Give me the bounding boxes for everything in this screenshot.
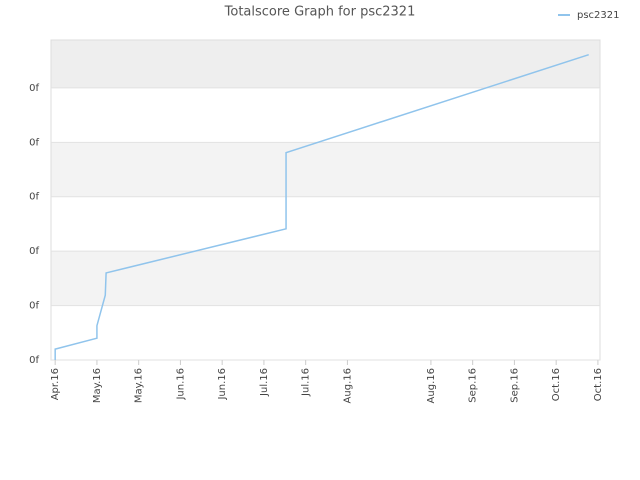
- x-tick-label: Apr.16: [50, 368, 61, 400]
- y-tick-label: 0f: [29, 192, 39, 203]
- x-tick-label: Jun.16: [175, 368, 186, 401]
- x-tick-label: May.16: [92, 368, 103, 403]
- x-tick-label: Oct.16: [551, 368, 562, 401]
- x-tick-label: Sep.16: [509, 368, 520, 403]
- y-tick-label: 0f: [29, 137, 39, 148]
- x-tick-label: May.16: [134, 368, 145, 403]
- plot-band: [51, 40, 600, 88]
- plot-band: [51, 251, 600, 306]
- plot-band: [51, 142, 600, 197]
- x-tick-label: Jul.16: [301, 368, 312, 397]
- chart-title: Totalscore Graph for psc2321: [224, 5, 416, 20]
- plot-band: [51, 196, 600, 252]
- y-tick-label: 0f: [29, 83, 39, 94]
- x-tick-label: Aug.16: [426, 368, 437, 403]
- plot-band: [51, 87, 600, 143]
- x-tick-label: Sep.16: [468, 368, 479, 403]
- x-tick-label: Aug.16: [342, 368, 353, 403]
- x-tick-label: Jun.16: [217, 368, 228, 401]
- y-tick-label: 0f: [29, 355, 39, 366]
- line: [54, 53, 589, 360]
- y-tick-label: 0f: [29, 246, 39, 257]
- x-tick-label: Jul.16: [259, 368, 270, 397]
- plot-band: [51, 305, 600, 360]
- x-tick-label: Oct.16: [593, 368, 604, 401]
- y-tick-label: 0f: [29, 301, 39, 312]
- legend-label: psc2321: [577, 10, 620, 21]
